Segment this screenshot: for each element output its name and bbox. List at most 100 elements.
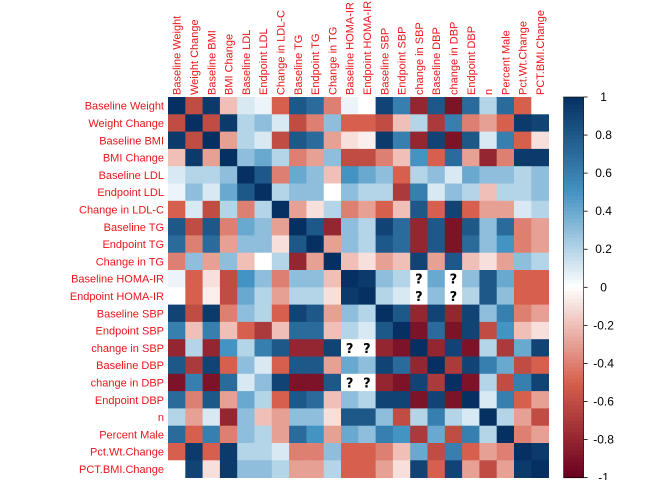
colorbar-segment xyxy=(563,165,584,170)
row-label: change in DBP xyxy=(91,377,164,389)
colorbar-segment xyxy=(563,424,584,429)
heatmap-cell xyxy=(237,218,255,236)
heatmap-cell xyxy=(427,304,446,323)
colorbar-segment xyxy=(563,199,584,205)
heatmap-cell xyxy=(375,148,394,167)
heatmap-cell xyxy=(427,391,446,409)
heatmap-cell xyxy=(496,148,515,167)
heatmap-cell xyxy=(237,425,255,444)
heatmap-cell xyxy=(341,304,359,323)
heatmap-cell xyxy=(323,200,342,219)
heatmap-cell xyxy=(306,183,325,202)
heatmap-cell xyxy=(514,443,532,461)
heatmap-cell xyxy=(531,183,549,202)
missing-value-marker: ? xyxy=(415,290,423,305)
heatmap-cell xyxy=(271,218,290,236)
heatmap-cell xyxy=(531,235,549,254)
heatmap-cell xyxy=(462,166,480,184)
heatmap-cell xyxy=(479,460,498,478)
heatmap-cell xyxy=(392,460,411,478)
heatmap-cell xyxy=(219,148,238,167)
column-label: Baseline SBP xyxy=(379,28,391,95)
heatmap-cell xyxy=(496,218,515,236)
heatmap-cell xyxy=(306,408,325,427)
heatmap-cell xyxy=(271,97,290,115)
heatmap-cell xyxy=(289,270,307,288)
colorbar-segment xyxy=(563,390,584,395)
heatmap-cell xyxy=(237,373,255,392)
heatmap-cell xyxy=(254,235,273,254)
heatmap-cell xyxy=(185,356,203,375)
heatmap-cell xyxy=(358,166,376,184)
colorbar-segment xyxy=(563,100,584,106)
heatmap-cell xyxy=(358,183,376,202)
colorbar-segment xyxy=(563,454,584,460)
colorbar-segment xyxy=(563,439,584,444)
heatmap-cell xyxy=(185,270,203,288)
colorbar-tick-label: 0.2 xyxy=(595,242,612,256)
colorbar-segment xyxy=(563,397,584,402)
colorbar-segment xyxy=(563,97,584,102)
heatmap-cell xyxy=(358,321,376,340)
heatmap-cell xyxy=(358,460,376,478)
heatmap-cell xyxy=(168,408,186,427)
heatmap-cell xyxy=(358,270,376,288)
heatmap-cell xyxy=(202,287,221,305)
heatmap-cell xyxy=(323,218,342,236)
heatmap-cell xyxy=(168,443,186,461)
heatmap-cell xyxy=(496,425,515,444)
column-label: Endpoint TG xyxy=(310,33,322,95)
heatmap-cell xyxy=(375,443,394,461)
heatmap-cell xyxy=(358,373,376,392)
heatmap-cell xyxy=(323,408,342,427)
heatmap-cell xyxy=(237,131,255,150)
heatmap-cell xyxy=(410,131,428,150)
heatmap-cell xyxy=(271,235,290,254)
colorbar-segment xyxy=(563,241,584,246)
heatmap-cell xyxy=(289,408,307,427)
colorbar-segment xyxy=(563,161,584,167)
heatmap-cell xyxy=(323,391,342,409)
heatmap-cell xyxy=(306,218,325,236)
heatmap-cell xyxy=(531,166,549,184)
heatmap-cell xyxy=(427,114,446,132)
row-label: BMI Change xyxy=(103,153,164,165)
colorbar-segment xyxy=(563,386,584,391)
heatmap-cell xyxy=(444,114,463,132)
heatmap-cell xyxy=(479,304,498,323)
heatmap-cell xyxy=(496,131,515,150)
heatmap-cell xyxy=(306,131,325,150)
heatmap-cell xyxy=(306,235,325,254)
heatmap-cell xyxy=(323,460,342,478)
heatmap-cell xyxy=(427,235,446,254)
heatmap-cell xyxy=(479,443,498,461)
colorbar-segment xyxy=(563,450,584,456)
heatmap-cell xyxy=(479,356,498,375)
heatmap-cell xyxy=(289,339,307,357)
heatmap-cell xyxy=(514,252,532,271)
heatmap-cell xyxy=(323,321,342,340)
heatmap-cell xyxy=(202,356,221,375)
heatmap-cell xyxy=(496,97,515,115)
heatmap-cell xyxy=(323,287,342,305)
heatmap-cell xyxy=(462,218,480,236)
heatmap-cell xyxy=(531,408,549,427)
heatmap-cell xyxy=(271,460,290,478)
heatmap-cell xyxy=(185,97,203,115)
heatmap-cell xyxy=(496,356,515,375)
colorbar-segment xyxy=(563,154,584,159)
row-label: Baseline LDL xyxy=(99,170,164,182)
heatmap-cell xyxy=(237,287,255,305)
heatmap-cell xyxy=(462,148,480,167)
heatmap-cell xyxy=(323,425,342,444)
column-labels: Baseline Weight Weight Change Baseline BMI… xyxy=(172,1,547,95)
heatmap-cell xyxy=(185,114,203,132)
colorbar-segment xyxy=(563,443,584,448)
heatmap-cell xyxy=(427,131,446,150)
heatmap-cell xyxy=(358,391,376,409)
heatmap-cell xyxy=(341,408,359,427)
heatmap-cell xyxy=(341,114,359,132)
heatmap-cell xyxy=(185,200,203,219)
heatmap-cell xyxy=(306,391,325,409)
column-label: Weight Change xyxy=(189,19,201,95)
